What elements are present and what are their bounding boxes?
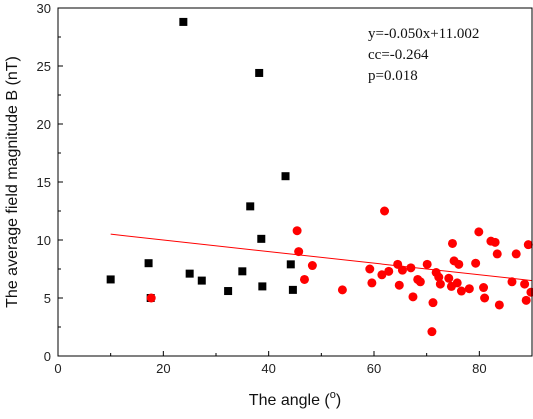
x-tick-label: 80 <box>472 361 486 376</box>
data-point-square <box>286 260 295 269</box>
data-point-circle <box>480 293 490 303</box>
data-point-circle <box>520 279 530 289</box>
data-point-square <box>179 17 188 26</box>
data-point-circle <box>307 261 317 271</box>
data-point-circle <box>479 283 489 293</box>
points-group <box>106 17 533 337</box>
annotation-box: y=-0.050x+11.002 cc=-0.264 p=0.018 <box>368 26 479 84</box>
data-point-circle <box>406 263 416 273</box>
y-axis-label: The average field magnitude B (nT) <box>4 56 21 308</box>
data-point-circle <box>394 280 404 290</box>
data-point-circle <box>377 270 387 280</box>
data-point-circle <box>434 272 444 282</box>
y-tick-label: 5 <box>44 291 51 306</box>
data-point-square <box>257 234 266 243</box>
x-tick-label: 20 <box>156 361 170 376</box>
y-tick-label: 10 <box>37 233 51 248</box>
annotation-line: y=-0.050x+11.002 <box>368 26 479 42</box>
data-point-square <box>197 276 206 285</box>
data-point-circle <box>380 206 390 216</box>
data-point-circle <box>452 278 462 288</box>
data-point-circle <box>526 287 533 297</box>
plot-area <box>58 8 532 356</box>
data-point-circle <box>474 227 484 237</box>
data-point-circle <box>523 240 533 250</box>
fit-line-group <box>110 233 533 282</box>
data-point-square <box>246 202 255 211</box>
data-point-circle <box>444 273 454 283</box>
data-point-circle <box>365 264 375 274</box>
data-point-square <box>238 267 247 276</box>
data-point-square <box>144 259 153 268</box>
data-point-circle <box>511 249 521 259</box>
data-point-circle <box>299 274 309 284</box>
y-tick-label: 20 <box>37 117 51 132</box>
data-point-circle <box>367 278 377 288</box>
y-tick-label: 0 <box>44 349 51 364</box>
data-point-circle <box>454 259 464 269</box>
data-point-circle <box>494 300 504 310</box>
data-point-circle <box>294 247 304 257</box>
x-axis-label: The angle (o) <box>249 389 341 409</box>
data-point-circle <box>471 258 481 268</box>
data-point-circle <box>292 226 302 236</box>
x-tick-label: 0 <box>54 361 61 376</box>
data-point-circle <box>337 285 347 295</box>
x-tick-label: 40 <box>261 361 275 376</box>
data-point-circle <box>521 295 531 305</box>
data-point-square <box>255 68 264 77</box>
data-point-circle <box>397 265 407 275</box>
data-point-square <box>258 282 267 291</box>
data-point-square <box>281 172 290 181</box>
x-tick-label: 60 <box>367 361 381 376</box>
x-axis-label-close: ) <box>336 392 341 409</box>
y-tick-label: 15 <box>37 175 51 190</box>
data-point-circle <box>435 279 445 289</box>
data-point-circle <box>415 277 425 287</box>
data-point-circle <box>384 266 394 276</box>
data-point-square <box>106 275 115 284</box>
data-point-circle <box>464 284 474 294</box>
data-point-circle <box>146 293 156 303</box>
data-point-circle <box>507 277 517 287</box>
annotation-line: cc=-0.264 <box>368 47 429 63</box>
annotation-line: p=0.018 <box>368 68 418 84</box>
axes: 0 20 40 60 80 0 5 10 15 20 25 30 <box>37 1 487 376</box>
y-tick-label: 30 <box>37 1 51 16</box>
fit-line <box>110 233 533 282</box>
data-point-square <box>185 269 194 278</box>
data-point-circle <box>456 286 466 296</box>
data-point-square <box>288 285 297 294</box>
data-point-circle <box>427 327 437 337</box>
data-point-circle <box>490 237 500 247</box>
x-axis-label-text: The angle ( <box>249 392 331 409</box>
data-point-circle <box>408 292 418 302</box>
x-axis-label-unit: o <box>330 389 336 401</box>
y-tick-label: 25 <box>37 59 51 74</box>
plot-frame <box>57 7 533 357</box>
data-point-circle <box>492 249 502 259</box>
data-point-circle <box>447 238 457 248</box>
data-point-circle <box>428 298 438 308</box>
data-point-square <box>224 287 233 296</box>
data-point-circle <box>422 259 432 269</box>
